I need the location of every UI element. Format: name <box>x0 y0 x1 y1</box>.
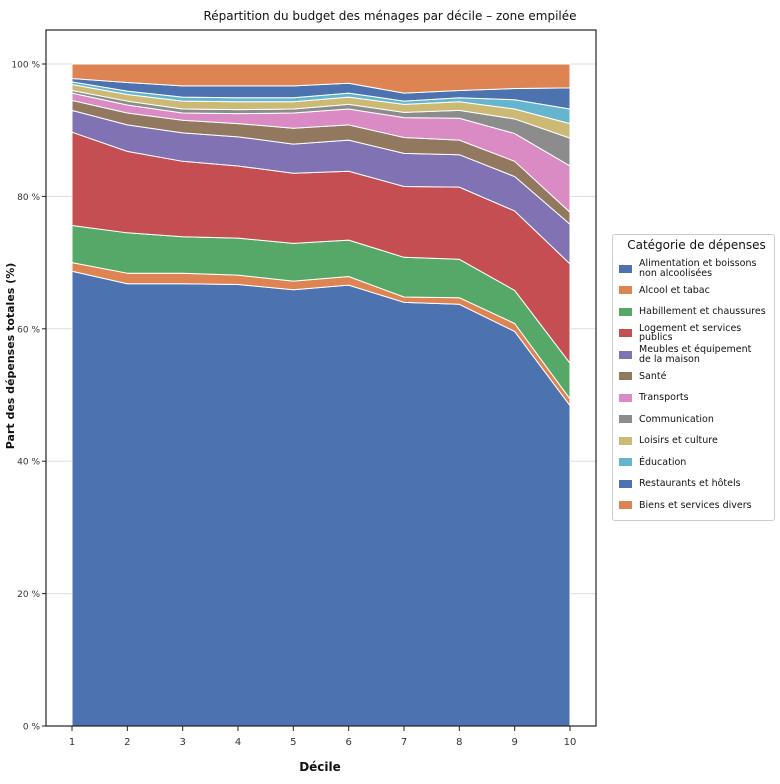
legend-item: Alcool et tabac <box>619 280 774 302</box>
x-axis: 1 2 3 4 5 6 7 8 9 10 <box>69 726 577 748</box>
x-tick-label: 9 <box>511 737 517 748</box>
y-tick-label: 0 % <box>23 723 41 733</box>
legend-label: Loisirs et culture <box>639 435 718 446</box>
y-axis-label: Part des dépenses totales (%) <box>4 263 17 449</box>
legend-label: Transports <box>639 392 689 403</box>
legend-label: Communication <box>639 413 714 425</box>
x-axis-label: Décile <box>299 760 341 774</box>
x-tick-label: 7 <box>401 737 407 748</box>
legend-swatch <box>619 415 632 424</box>
area-series-1 <box>71 270 571 727</box>
x-tick-label: 6 <box>345 737 351 748</box>
legend-swatch <box>619 501 632 510</box>
y-tick-label: 100 % <box>11 61 40 71</box>
legend-label: Restaurants et hôtels <box>639 478 741 489</box>
x-tick-label: 4 <box>235 737 241 748</box>
legend-swatch <box>619 372 632 381</box>
legend-item: Santé <box>619 366 774 388</box>
legend-item: Éducation <box>619 452 774 474</box>
areas <box>71 63 571 727</box>
y-tick-label: 60 % <box>17 325 40 335</box>
legend-item: Alimentation et boissons non alcoolisées <box>619 258 774 280</box>
legend-item: Biens et services divers <box>619 495 774 517</box>
legend-label: Logement et services publics <box>639 322 742 344</box>
legend-item: Meubles et équipement de la maison <box>619 344 774 366</box>
area-series-12 <box>71 63 571 94</box>
legend-label: Alimentation et boissons non alcoolisées <box>639 258 757 279</box>
legend-label: Santé <box>639 370 667 382</box>
legend-label: Biens et services divers <box>639 499 752 511</box>
y-axis: 0 % 20 % 40 % 60 % 80 % 100 % <box>11 61 46 733</box>
legend-swatch <box>619 264 632 273</box>
x-tick-label: 2 <box>124 737 130 748</box>
x-tick-label: 5 <box>290 737 296 748</box>
legend-item: Habillement et chaussures <box>619 301 774 323</box>
legend-item: Transports <box>619 387 774 409</box>
legend-label: Meubles et équipement de la maison <box>639 344 752 365</box>
legend-items: Alimentation et boissons non alcoolisées… <box>619 258 774 516</box>
legend-swatch <box>619 458 632 467</box>
x-tick-label: 8 <box>456 737 462 748</box>
legend-item: Loisirs et culture <box>619 430 774 452</box>
legend-swatch <box>619 307 632 316</box>
legend-label: Habillement et chaussures <box>639 306 766 317</box>
legend-swatch <box>619 286 632 295</box>
x-tick-label: 10 <box>564 737 577 748</box>
legend-label: Alcool et tabac <box>639 284 710 296</box>
legend-item: Logement et services publics <box>619 323 774 345</box>
legend-item: Restaurants et hôtels <box>619 473 774 495</box>
legend: Catégorie de dépenses Alimentation et bo… <box>612 234 775 521</box>
legend-swatch <box>619 350 632 359</box>
legend-swatch <box>619 436 632 445</box>
chart-title: Répartition du budget des ménages par dé… <box>203 9 576 23</box>
y-tick-label: 40 % <box>17 458 40 468</box>
legend-label: Éducation <box>639 456 687 468</box>
y-tick-label: 80 % <box>17 193 40 203</box>
legend-swatch <box>619 393 632 402</box>
x-tick-label: 3 <box>179 737 185 748</box>
x-tick-label: 1 <box>69 737 75 748</box>
legend-title: Catégorie de dépenses <box>627 238 766 252</box>
y-tick-label: 20 % <box>17 590 40 600</box>
plot-frame <box>45 29 597 727</box>
legend-item: Communication <box>619 409 774 431</box>
legend-swatch <box>619 479 632 488</box>
legend-swatch <box>619 329 632 338</box>
